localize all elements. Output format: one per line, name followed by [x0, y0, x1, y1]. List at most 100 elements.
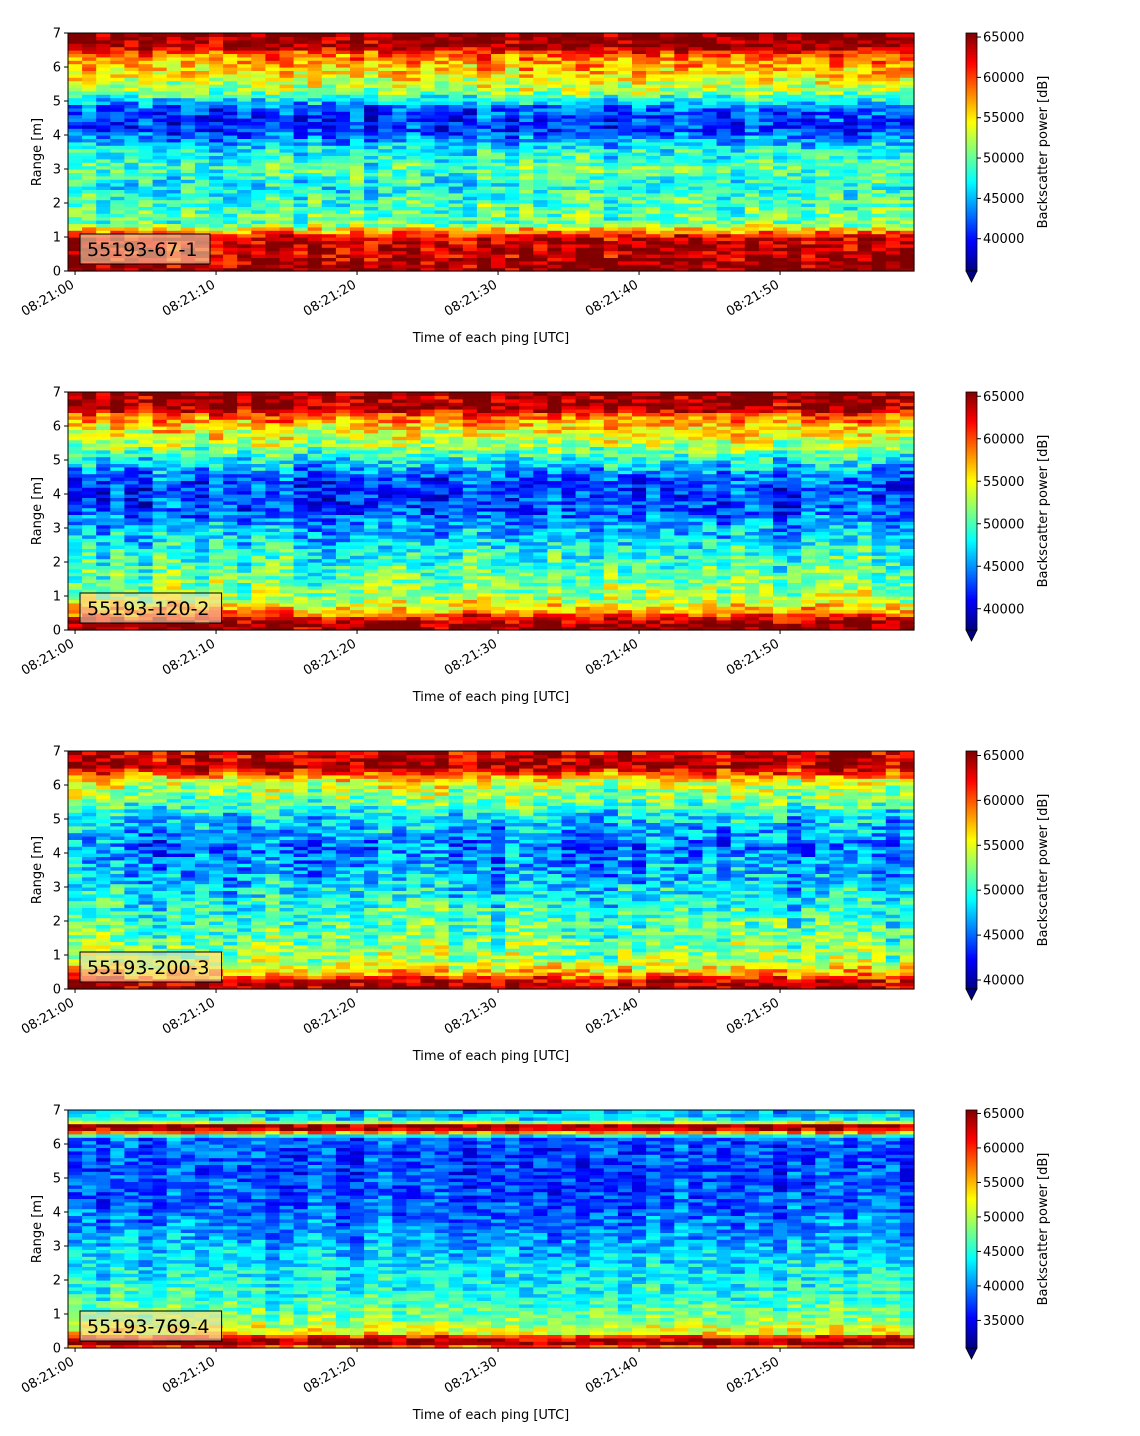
- heatmap-cell: [68, 158, 83, 163]
- heatmap-cell: [82, 182, 97, 187]
- heatmap-cell: [251, 148, 266, 153]
- heatmap-cell: [237, 254, 252, 258]
- heatmap-cell: [152, 453, 168, 458]
- heatmap-cell: [307, 101, 323, 105]
- heatmap-cell: [378, 186, 393, 190]
- heatmap-cell: [68, 148, 83, 153]
- heatmap-cell: [82, 264, 97, 269]
- heatmap-cell: [124, 114, 140, 119]
- heatmap-cell: [265, 247, 281, 252]
- heatmap-cell: [632, 209, 647, 214]
- heatmap-cell: [96, 179, 111, 184]
- heatmap-cell: [293, 158, 309, 163]
- heatmap-cell: [547, 216, 563, 221]
- heatmap-cell: [82, 107, 97, 112]
- heatmap-cell: [787, 209, 802, 214]
- heatmap-cell: [674, 264, 689, 269]
- heatmap-cell: [364, 53, 379, 58]
- heatmap-cell: [406, 182, 422, 187]
- heatmap-cell: [392, 70, 407, 75]
- heatmap-cell: [180, 138, 196, 143]
- heatmap-cell: [82, 128, 97, 133]
- heatmap-cell: [575, 131, 591, 136]
- heatmap-cell: [589, 226, 605, 231]
- heatmap-cell: [110, 199, 125, 204]
- heatmap-cell: [547, 233, 563, 238]
- heatmap-cell: [871, 233, 887, 238]
- heatmap-cell: [138, 230, 154, 235]
- heatmap-cell: [96, 175, 111, 180]
- heatmap-cell: [293, 97, 309, 102]
- heatmap-cell: [364, 90, 379, 95]
- heatmap-cell: [237, 70, 252, 75]
- heatmap-cell: [420, 33, 436, 37]
- heatmap-cell: [533, 243, 548, 248]
- heatmap-cell: [82, 43, 97, 48]
- heatmap-cell: [420, 179, 436, 184]
- heatmap-cell: [420, 203, 436, 207]
- heatmap-cell: [96, 43, 111, 48]
- heatmap-cell: [350, 39, 365, 44]
- heatmap-cell: [632, 216, 647, 221]
- heatmap-cell: [279, 182, 295, 187]
- heatmap-cell: [209, 114, 224, 119]
- heatmap-cell: [96, 87, 111, 92]
- heatmap-cell: [885, 148, 901, 153]
- heatmap-cell: [378, 203, 393, 207]
- heatmap-cell: [265, 179, 281, 184]
- heatmap-cell: [448, 220, 464, 224]
- heatmap-cell: [885, 33, 901, 37]
- heatmap-cell: [646, 216, 661, 221]
- heatmap-cell: [350, 172, 365, 177]
- heatmap-cell: [251, 206, 266, 211]
- heatmap-cell: [209, 158, 224, 163]
- heatmap-cell: [448, 216, 464, 221]
- heatmap-cell: [265, 107, 281, 112]
- y-tick-label: 3: [53, 163, 61, 178]
- heatmap-cell: [251, 240, 266, 245]
- heatmap-cell: [335, 90, 351, 95]
- heatmap-cell: [82, 39, 97, 44]
- heatmap-cell: [773, 182, 788, 187]
- heatmap-cell: [194, 111, 210, 116]
- heatmap-cell: [293, 33, 309, 37]
- heatmap-cell: [152, 73, 168, 78]
- heatmap-cell: [406, 196, 422, 201]
- heatmap-cell: [420, 264, 436, 269]
- heatmap-cell: [251, 213, 266, 218]
- heatmap-cell: [110, 84, 125, 88]
- heatmap-cell: [68, 182, 83, 187]
- heatmap-cell: [68, 138, 83, 143]
- heatmap-cell: [293, 46, 309, 51]
- heatmap-cell: [68, 220, 83, 224]
- heatmap-cell: [110, 213, 125, 218]
- heatmap-cell: [533, 158, 548, 163]
- heatmap-cell: [68, 203, 83, 207]
- heatmap-cell: [96, 213, 111, 218]
- heatmap-cell: [364, 77, 379, 82]
- heatmap-cell: [110, 43, 125, 48]
- heatmap-cell: [194, 213, 210, 218]
- heatmap-cell: [688, 165, 704, 170]
- heatmap-cell: [68, 237, 83, 241]
- heatmap-cell: [787, 165, 802, 170]
- heatmap-cell: [265, 199, 281, 204]
- heatmap-cell: [209, 233, 224, 238]
- heatmap-cell: [124, 165, 140, 170]
- heatmap-cell: [321, 33, 337, 37]
- heatmap-cell: [293, 233, 309, 238]
- heatmap-cell: [307, 186, 323, 190]
- heatmap-cell: [265, 206, 281, 211]
- heatmap-cell: [68, 175, 83, 180]
- heatmap-cell: [180, 141, 196, 146]
- heatmap-cell: [885, 182, 901, 187]
- heatmap-cell: [265, 152, 281, 156]
- heatmap-cell: [702, 33, 718, 37]
- heatmap-cell: [815, 264, 830, 269]
- heatmap-cell: [152, 186, 168, 190]
- heatmap-cell: [420, 206, 436, 211]
- heatmap-cell: [787, 131, 802, 136]
- heatmap-cell: [180, 148, 196, 153]
- heatmap-cell: [180, 267, 196, 272]
- heatmap-cell: [646, 158, 661, 163]
